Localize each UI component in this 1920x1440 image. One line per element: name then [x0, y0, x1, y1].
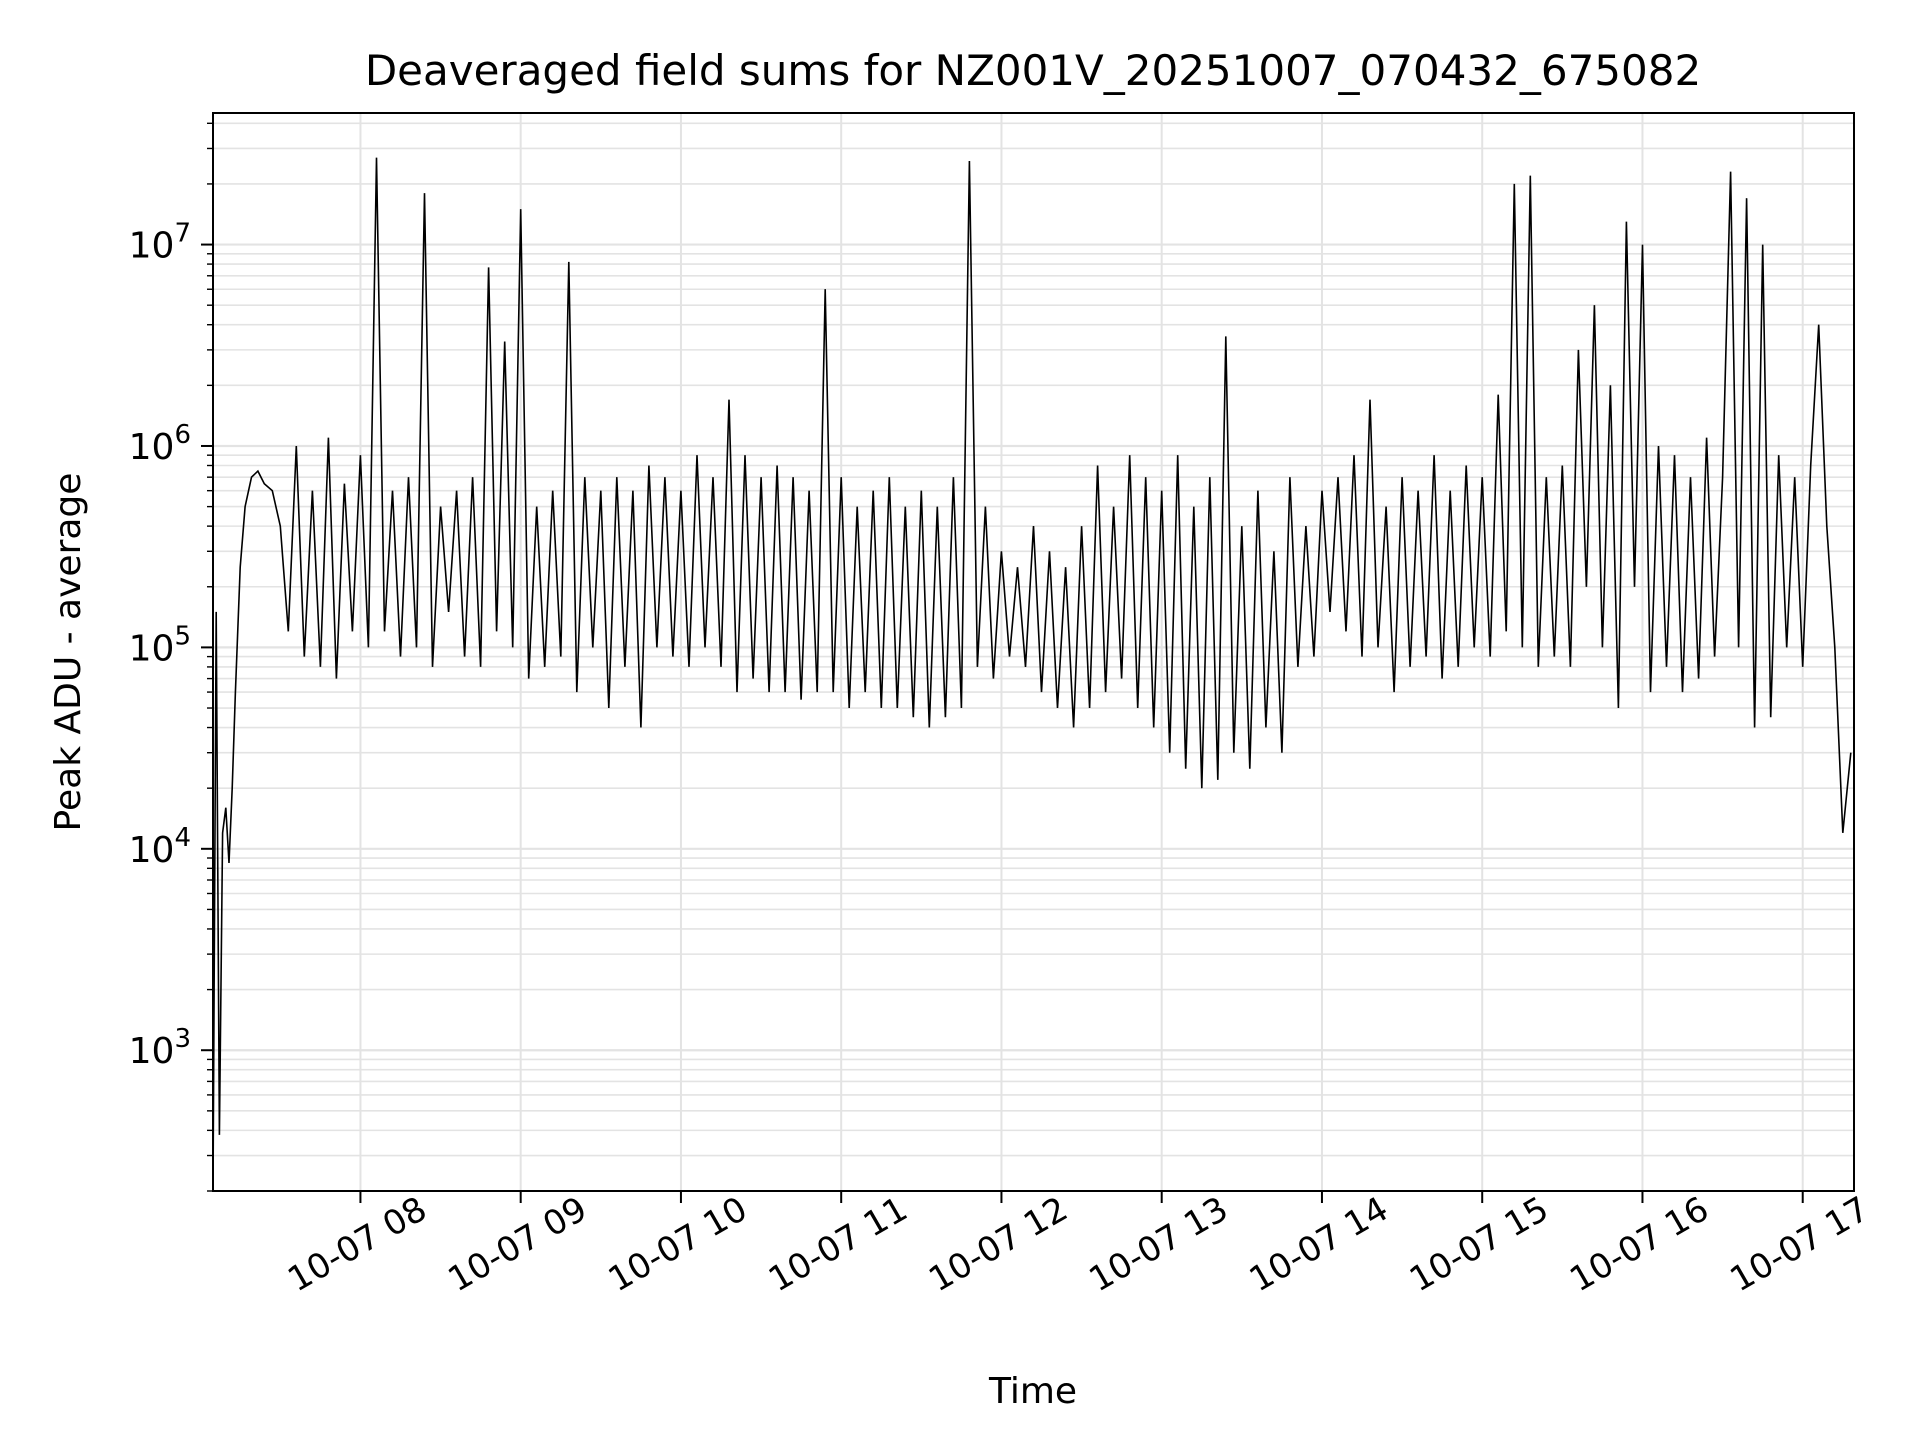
y-tick-label: 103: [129, 1024, 191, 1072]
plot-frame: [212, 112, 1855, 1192]
y-tick-label: 104: [129, 823, 191, 871]
y-axis-label: Peak ADU - average: [48, 473, 89, 832]
y-tick-label: 105: [129, 621, 191, 669]
y-tick-label: 106: [129, 420, 191, 468]
chart-title: Deaveraged field sums for NZ001V_2025100…: [365, 46, 1701, 95]
series-group: [212, 157, 1852, 1192]
y-tick-labels: 103 104 105 106 107: [129, 219, 191, 1073]
series-line: [212, 157, 1852, 1192]
y-tick-label: 107: [129, 219, 191, 267]
ticks: [201, 122, 1804, 1203]
x-axis-label: Time: [988, 1371, 1077, 1412]
grid: [213, 113, 1854, 1192]
